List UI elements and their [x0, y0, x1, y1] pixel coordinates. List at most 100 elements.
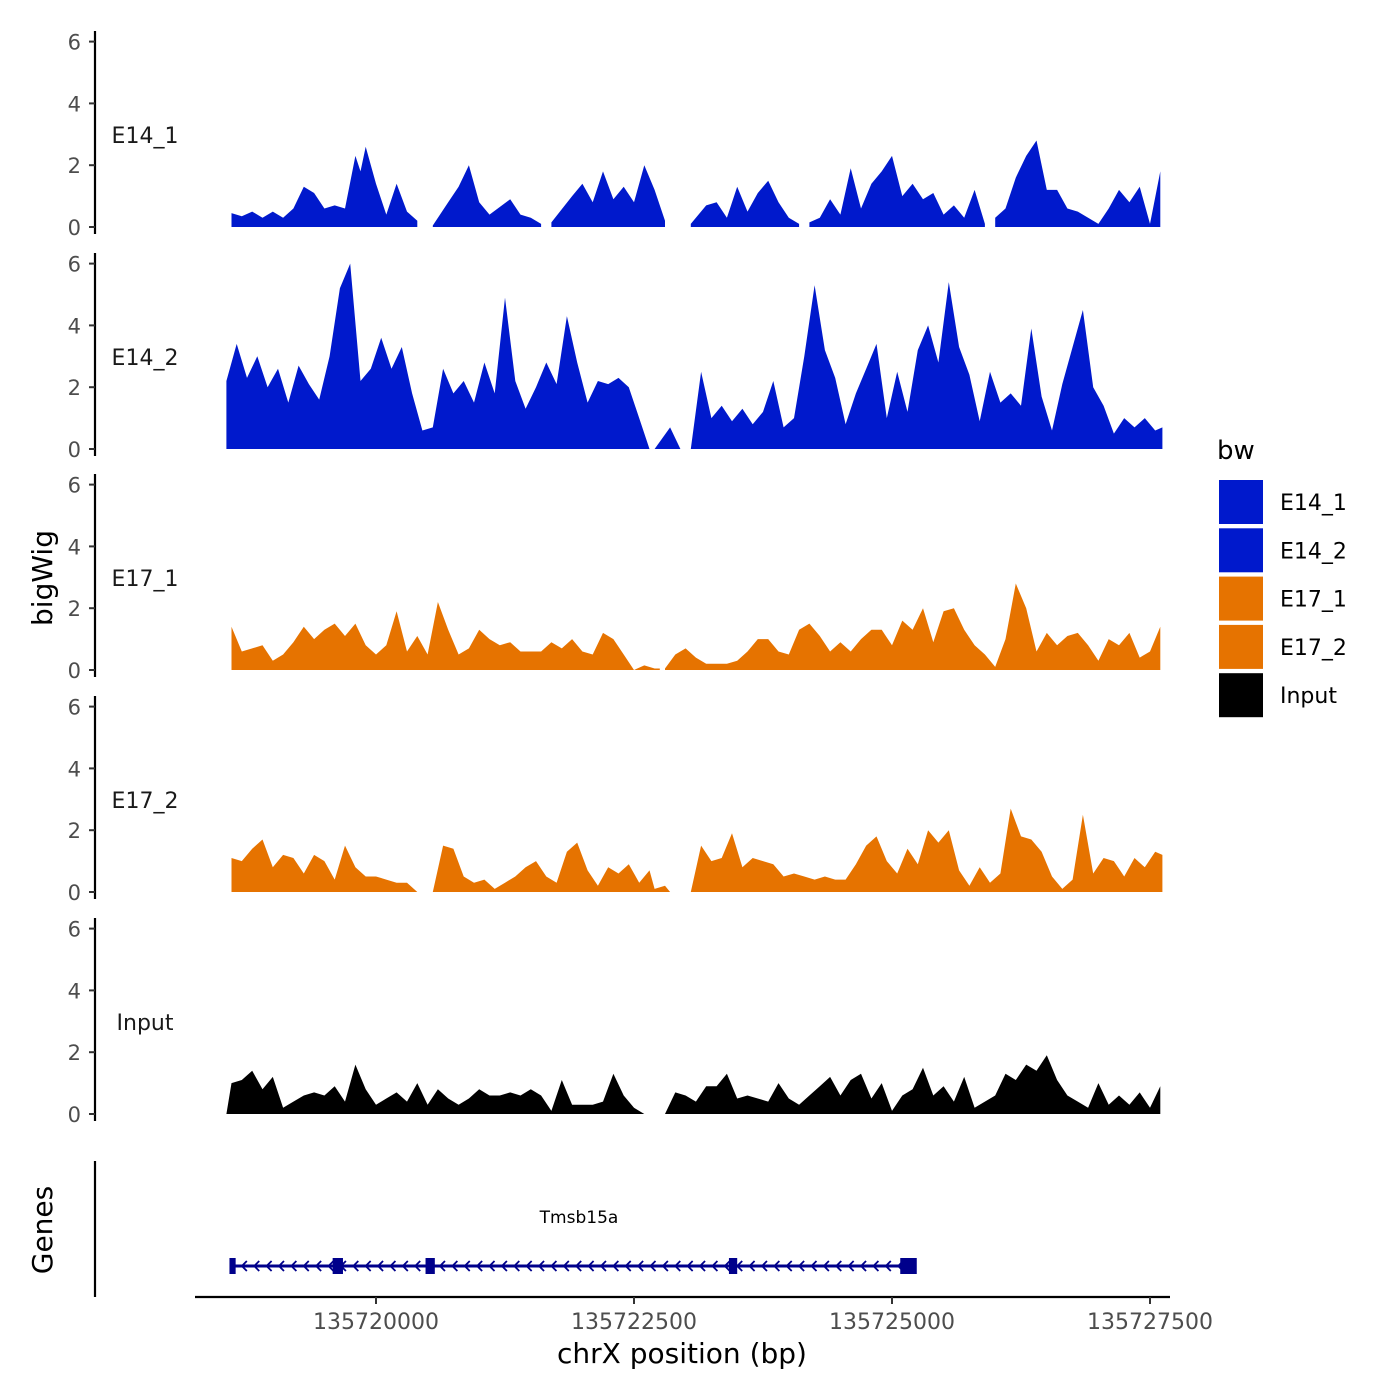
- panel-e14-1: 0 2 4 6 E14_1: [68, 31, 1161, 240]
- strand-arrow: [314, 1260, 322, 1272]
- x-tick-label: 135727500: [1087, 1310, 1213, 1335]
- signal-area-e17-2: [432, 842, 671, 892]
- gene-exon: [229, 1258, 236, 1274]
- y-tick-label: 2: [68, 1041, 81, 1065]
- strand-arrow: [413, 1260, 421, 1272]
- y-tick-label: 2: [68, 597, 81, 621]
- strand-arrow: [723, 1260, 731, 1272]
- strand-arrow: [748, 1260, 756, 1272]
- strand-arrow: [649, 1260, 657, 1272]
- strand-arrow: [884, 1260, 892, 1272]
- strand-arrow: [463, 1260, 471, 1272]
- y-tick-label: 4: [68, 535, 81, 559]
- panel-input: 0 2 4 6 Input: [68, 918, 1161, 1127]
- signal-area-e17-2: [690, 808, 1163, 892]
- x-tick-label: 135720000: [313, 1310, 439, 1335]
- legend-label: E17_1: [1280, 588, 1347, 613]
- strand-arrow: [661, 1260, 669, 1272]
- x-tick-label: 135722500: [571, 1310, 697, 1335]
- strand-arrow: [562, 1260, 570, 1272]
- strand-arrow: [810, 1260, 818, 1272]
- signal-area-e14-2: [690, 282, 1163, 449]
- y-tick-label: 0: [68, 216, 81, 240]
- strand-arrow: [822, 1260, 830, 1272]
- y-tick-label: 2: [68, 376, 81, 400]
- signal-area-input: [665, 1055, 1161, 1114]
- legend-swatch: [1219, 624, 1263, 669]
- strand-arrow: [587, 1260, 595, 1272]
- strand-arrow: [265, 1260, 273, 1272]
- y-tick-label: 0: [68, 881, 81, 905]
- strand-arrow: [290, 1260, 298, 1272]
- panel-label: E17_2: [112, 789, 179, 814]
- strand-arrow: [760, 1260, 768, 1272]
- strand-arrow: [711, 1260, 719, 1272]
- y-tick-label: 4: [68, 92, 81, 116]
- strand-arrow: [401, 1260, 409, 1272]
- strand-arrow: [785, 1260, 793, 1272]
- strand-arrow: [834, 1260, 842, 1272]
- strand-arrow: [735, 1260, 743, 1272]
- strand-arrow: [240, 1260, 248, 1272]
- panel-label: E14_2: [112, 346, 179, 371]
- legend-label: E14_1: [1280, 491, 1347, 516]
- strand-arrow: [698, 1260, 706, 1272]
- signal-area-e14-1: [432, 165, 542, 227]
- legend-label: E14_2: [1280, 539, 1347, 564]
- signal-area-e14-1: [690, 180, 800, 227]
- panel-label: E17_1: [112, 567, 179, 592]
- signal-area-e14-1: [231, 146, 418, 227]
- gene-exon: [332, 1258, 343, 1274]
- strand-arrow: [513, 1260, 520, 1272]
- y-tick-label: 4: [68, 979, 81, 1003]
- strand-arrow: [475, 1260, 483, 1272]
- y-tick-label: 6: [68, 918, 81, 942]
- y-tick-label: 0: [68, 438, 81, 462]
- y-tick-label: 2: [68, 154, 81, 178]
- strand-arrow: [451, 1260, 459, 1272]
- strand-arrow: [327, 1260, 335, 1272]
- strand-arrow: [624, 1260, 632, 1272]
- y-tick-label: 6: [68, 31, 81, 55]
- strand-arrow: [376, 1260, 384, 1272]
- strand-arrow: [550, 1260, 558, 1272]
- legend-item-input: Input: [1219, 673, 1337, 718]
- y-tick-label: 0: [68, 659, 81, 683]
- legend-swatch: [1219, 673, 1263, 718]
- signal-area-e17-2: [231, 839, 418, 892]
- strand-arrow: [537, 1260, 545, 1272]
- strand-arrow: [636, 1260, 644, 1272]
- legend-label: E17_2: [1280, 636, 1347, 661]
- gene-track-title: Genes: [26, 1186, 59, 1274]
- gene-exon: [900, 1258, 917, 1274]
- strand-arrow: [686, 1260, 694, 1272]
- strand-arrow: [872, 1260, 880, 1272]
- signal-area-e14-2: [654, 427, 681, 449]
- strand-arrow: [488, 1260, 496, 1272]
- legend-swatch: [1219, 480, 1263, 524]
- panel-label: E14_1: [112, 124, 179, 149]
- legend-item-e17-2: E17_2: [1219, 624, 1347, 669]
- y-tick-label: 6: [68, 253, 81, 277]
- legend-swatch: [1219, 576, 1263, 621]
- panel-e17-2: 0 2 4 6 E17_2: [68, 696, 1163, 905]
- strand-arrow: [252, 1260, 260, 1272]
- signal-area-e14-1: [809, 155, 985, 227]
- y-tick-label: 6: [68, 474, 81, 498]
- strand-arrow: [847, 1260, 855, 1272]
- y-axis-title: bigWig: [26, 530, 59, 626]
- strand-arrow: [302, 1260, 310, 1272]
- panel-e17-1: 0 2 4 6 E17_1: [68, 474, 1161, 683]
- signal-area-e17-1: [231, 602, 660, 670]
- legend-label: Input: [1280, 684, 1337, 709]
- strand-arrow: [859, 1260, 867, 1272]
- gene-exon: [728, 1258, 738, 1274]
- panel-e14-2: 0 2 4 6 E14_2: [68, 253, 1163, 462]
- strand-arrow: [574, 1260, 582, 1272]
- strand-arrow: [773, 1260, 780, 1272]
- legend-title: bw: [1217, 436, 1255, 466]
- legend-item-e14-2: E14_2: [1219, 528, 1347, 573]
- bigwig-panels: 0 2 4 6 E14_1 0 2 4 6 E14_2 0 2 4 6 E17_1 0 2 4 6 E17_2 0 2 4 6…: [68, 31, 1163, 1127]
- y-tick-label: 4: [68, 757, 81, 781]
